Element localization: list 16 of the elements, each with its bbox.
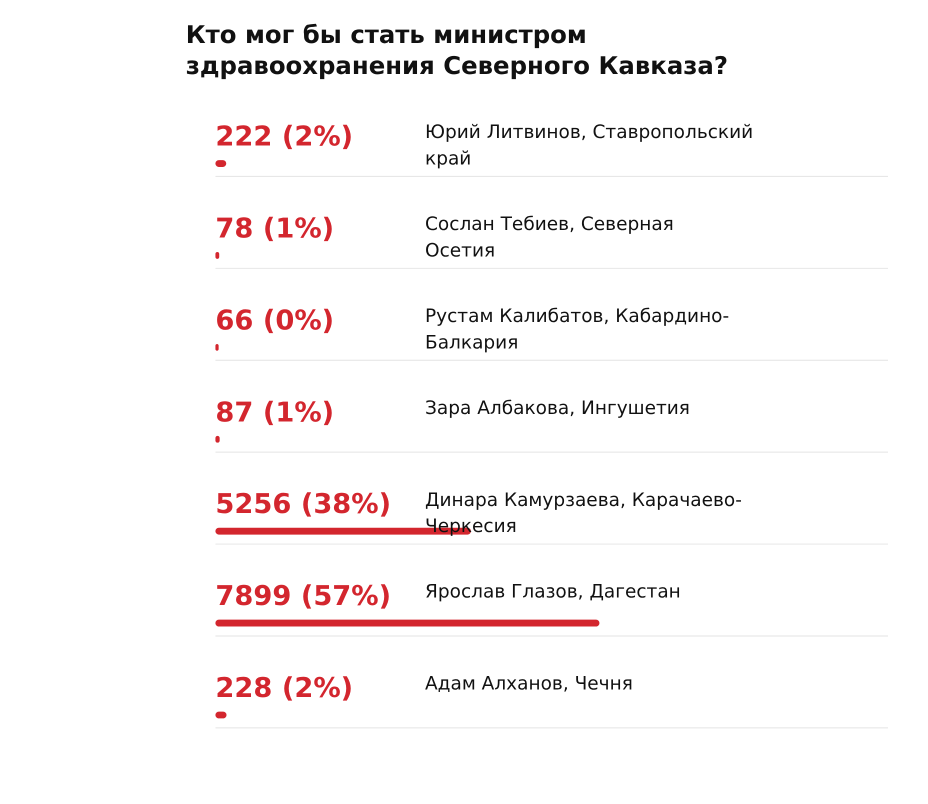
data-label: 5256 (38%) — [215, 489, 392, 520]
y-tick-label: Юрий Литвинов, Ставропольский край — [425, 122, 754, 170]
data-label: 87 (1%) — [215, 397, 334, 428]
y-tick-label: Рустам Калибатов, Кабардино-Балкария — [425, 306, 730, 354]
y-tick-label: Динара Камурзаева, Карачаево-Черкесия — [425, 490, 742, 538]
y-tick-label: Зара Албакова, Ингушетия — [425, 398, 690, 419]
bar — [215, 620, 600, 627]
y-tick-label: Адам Алханов, Чечня — [425, 674, 633, 695]
data-label: 78 (1%) — [215, 214, 334, 245]
data-label: 66 (0%) — [215, 305, 334, 336]
y-tick-label: Ярослав Глазов, Дагестан — [425, 582, 681, 603]
chart-title: Кто мог бы стать министром здравоохранения Северного Кавказа? — [186, 20, 728, 80]
y-tick-label: Сослан Тебиев, Северная Осетия — [425, 214, 674, 262]
data-label: 222 (2%) — [215, 122, 354, 153]
data-label: 228 (2%) — [215, 673, 354, 704]
data-label: 7899 (57%) — [215, 581, 392, 612]
